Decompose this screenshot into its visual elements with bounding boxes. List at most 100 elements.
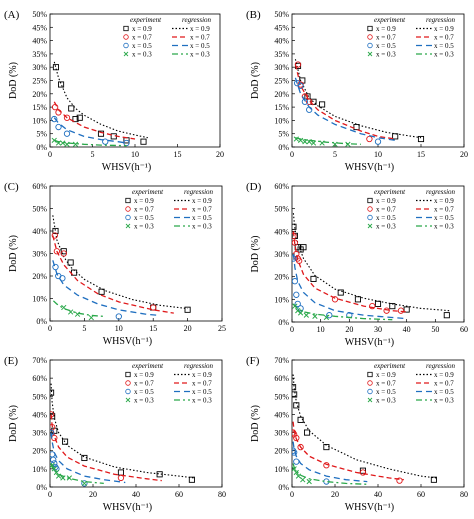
y-tick-label: 0% bbox=[278, 483, 289, 492]
y-tick-label: 10% bbox=[32, 295, 47, 304]
data-point bbox=[50, 411, 55, 418]
data-point bbox=[98, 288, 105, 295]
legend-marker bbox=[125, 214, 131, 221]
y-tick-label: 70% bbox=[274, 356, 289, 365]
panel-label: (D) bbox=[246, 181, 262, 193]
legend-label: x = 0.7 bbox=[190, 34, 210, 42]
legend-label: x = 0.3 bbox=[192, 223, 212, 231]
data-point bbox=[50, 462, 55, 468]
panel-label: (F) bbox=[246, 355, 260, 367]
data-point bbox=[60, 248, 67, 255]
x-tick-label: 40 bbox=[132, 490, 140, 499]
data-point bbox=[430, 476, 437, 483]
data-point bbox=[156, 471, 163, 478]
data-point bbox=[292, 255, 297, 262]
data-point bbox=[72, 116, 79, 123]
legend-label: x = 0.3 bbox=[376, 223, 396, 231]
regression-line bbox=[292, 463, 368, 485]
data-point bbox=[297, 137, 304, 144]
regression-line bbox=[50, 414, 162, 482]
legend-label: x = 0.5 bbox=[190, 42, 210, 50]
legend-label: x = 0.7 bbox=[376, 34, 396, 42]
x-tick-label: 60 bbox=[460, 325, 468, 334]
data-point bbox=[306, 98, 313, 105]
y-tick-label: 20% bbox=[274, 273, 289, 282]
legend-label: x = 0.5 bbox=[434, 42, 454, 50]
legend-label: x = 0.3 bbox=[134, 223, 154, 231]
plot-data bbox=[51, 61, 148, 147]
y-tick-label: 50% bbox=[32, 10, 47, 19]
x-tick-label: 0 bbox=[290, 325, 294, 334]
data-point bbox=[294, 61, 302, 68]
legend-label: x = 0.9 bbox=[134, 197, 154, 205]
legend-header-regression: regression bbox=[426, 362, 456, 370]
data-point bbox=[303, 312, 309, 318]
y-tick-label: 70% bbox=[32, 356, 47, 365]
y-tick-label: 50% bbox=[274, 10, 289, 19]
data-point bbox=[67, 259, 74, 266]
y-tick-label: 20% bbox=[274, 447, 289, 456]
data-point bbox=[374, 300, 382, 307]
data-point bbox=[345, 141, 351, 147]
y-tick-label: 0% bbox=[36, 483, 47, 492]
legend-label: x = 0.9 bbox=[192, 371, 212, 379]
legend-marker bbox=[125, 223, 131, 229]
y-tick-label: 60% bbox=[274, 182, 289, 191]
y-tick-label: 60% bbox=[274, 374, 289, 383]
plot-data bbox=[292, 374, 437, 485]
y-tick-label: 20% bbox=[32, 447, 47, 456]
x-tick-label: 5 bbox=[333, 150, 337, 159]
data-point bbox=[62, 438, 69, 445]
y-tick-label: 15% bbox=[32, 103, 47, 112]
data-point bbox=[50, 429, 55, 436]
legend-header-regression: regression bbox=[426, 188, 456, 196]
y-tick-label: 45% bbox=[32, 23, 47, 32]
data-point bbox=[68, 105, 75, 112]
data-point bbox=[52, 227, 59, 235]
y-tick-label: 40% bbox=[32, 227, 47, 236]
legend-label: x = 0.7 bbox=[434, 380, 454, 388]
data-point bbox=[81, 480, 88, 487]
y-tick-label: 0% bbox=[278, 318, 289, 327]
legend-label: x = 0.9 bbox=[434, 197, 454, 205]
data-point bbox=[123, 139, 130, 147]
legend-marker bbox=[125, 397, 131, 403]
legend-header-regression: regression bbox=[426, 16, 456, 24]
legend-marker bbox=[123, 42, 129, 49]
data-point bbox=[323, 462, 330, 469]
x-tick-label: 0 bbox=[290, 150, 294, 159]
y-tick-label: 50% bbox=[274, 205, 289, 214]
data-point bbox=[50, 389, 55, 396]
x-tick-label: 5 bbox=[82, 324, 86, 333]
panel-b: (B) 0% 5% 10% 15% 20% 25% 30% 35% 40% 45% 50% 0 5 10 15… bbox=[246, 9, 468, 173]
legend-label: x = 0.5 bbox=[132, 42, 152, 50]
data-point bbox=[51, 137, 57, 144]
x-axis-title: WHSV(h⁻¹) bbox=[103, 336, 152, 347]
y-tick-label: 40% bbox=[274, 227, 289, 236]
regression-line bbox=[50, 432, 126, 484]
regression-line bbox=[292, 253, 407, 320]
data-point bbox=[60, 140, 66, 146]
y-tick-label: 10% bbox=[274, 116, 289, 125]
legend-label: x = 0.7 bbox=[434, 34, 454, 42]
y-tick-label: 10% bbox=[274, 295, 289, 304]
legend-label: x = 0.5 bbox=[376, 388, 396, 396]
x-tick-label: 20 bbox=[184, 324, 192, 333]
y-tick-label: 20% bbox=[32, 272, 47, 281]
legend-label: x = 0.7 bbox=[192, 380, 212, 388]
y-tick-label: 40% bbox=[32, 410, 47, 419]
data-point bbox=[97, 130, 105, 137]
data-point bbox=[293, 136, 299, 142]
legend-label: x = 0.3 bbox=[134, 397, 154, 405]
legend-label: x = 0.7 bbox=[376, 206, 396, 214]
y-tick-label: 0% bbox=[36, 143, 47, 152]
legend-label: x = 0.5 bbox=[376, 42, 396, 50]
data-point bbox=[326, 312, 333, 319]
y-tick-label: 30% bbox=[32, 250, 47, 259]
legend-label: x = 0.5 bbox=[134, 214, 154, 222]
y-tick-label: 0% bbox=[278, 143, 289, 152]
legend-marker bbox=[367, 214, 373, 221]
y-tick-label: 50% bbox=[32, 392, 47, 401]
